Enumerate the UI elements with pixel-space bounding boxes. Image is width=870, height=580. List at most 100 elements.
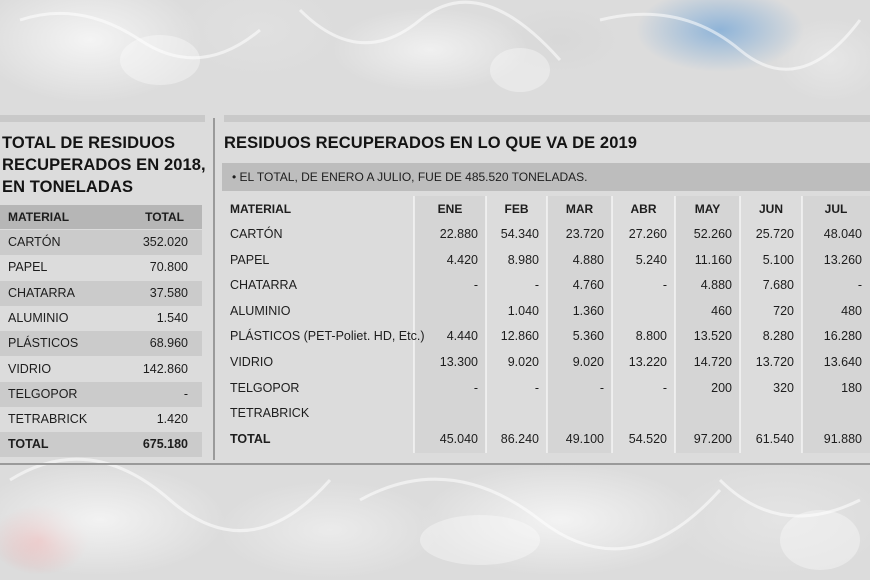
row-month-value: 13.300 — [439, 355, 478, 369]
header-month: MAY — [694, 202, 721, 216]
row-month-value: 12.860 — [500, 329, 539, 344]
row-month-value: - — [662, 278, 667, 293]
row-month-value: 5.100 — [762, 252, 794, 267]
row-month-value: - — [473, 380, 478, 395]
monthly-table-row: TETRABRICK — [222, 401, 870, 427]
row-month-value: 23.720 — [565, 227, 604, 241]
header-month: JUL — [824, 202, 848, 216]
row-month-value: 86.240 — [500, 431, 539, 446]
row-month-value: 200 — [711, 380, 732, 395]
left-row-material: VIDRIO — [8, 361, 52, 376]
column-separator — [674, 196, 676, 453]
left-row-total: 1.420 — [156, 412, 188, 427]
row-month-value — [740, 401, 802, 427]
right-top-rule — [224, 115, 870, 122]
row-month-value: 52.260 — [693, 227, 732, 241]
row-month-value: 14.720 — [693, 355, 732, 369]
row-material: VIDRIO — [230, 355, 274, 369]
left-row-total: 675.180 — [142, 437, 188, 452]
left-row-material: TETRABRICK — [8, 412, 88, 427]
left-table-row: ALUMINIO 1.540 — [0, 306, 202, 331]
row-month-value: - — [534, 380, 539, 395]
left-table-header: MATERIAL TOTAL — [0, 205, 202, 229]
row-material: PAPEL — [230, 252, 270, 267]
monthly-table-header: MATERIAL ENE FEB MAR ABR MAY JUN JUL — [222, 196, 870, 222]
monthly-table-row: VIDRIO 13.300 9.020 9.020 13.220 14.720 13.720… — [222, 350, 870, 376]
row-month-value: 7.680 — [762, 278, 794, 293]
row-month-value: 8.980 — [507, 252, 539, 267]
monthly-table-row: CARTÓN 22.880 54.340 23.720 27.260 52.260 25.7… — [222, 222, 870, 248]
bottom-rule — [0, 463, 870, 465]
row-month-value — [414, 401, 486, 427]
row-month-value: - — [473, 278, 478, 293]
month-column-background — [802, 196, 870, 453]
row-month-value: 54.340 — [500, 227, 539, 241]
row-month-value: 13.520 — [693, 329, 732, 344]
left-table-row: CARTÓN 352.020 — [0, 230, 202, 255]
row-month-value: 13.220 — [628, 355, 667, 369]
header-month: FEB — [504, 202, 529, 216]
month-column-background — [675, 196, 740, 453]
left-header-material: MATERIAL — [8, 210, 70, 224]
row-material: TELGOPOR — [230, 380, 300, 395]
row-month-value: - — [662, 380, 667, 395]
row-month-value: 22.880 — [439, 227, 478, 241]
vertical-divider — [213, 118, 215, 460]
row-month-value — [612, 401, 675, 427]
row-material: ALUMINIO — [230, 303, 291, 318]
row-month-value: 13.640 — [823, 355, 862, 369]
monthly-table-row: PAPEL 4.420 8.980 4.880 5.240 11.160 5.100 13.2… — [222, 248, 870, 274]
column-separator — [611, 196, 613, 453]
left-row-total: 1.540 — [156, 310, 188, 325]
row-month-value: 720 — [773, 303, 794, 318]
row-material: CHATARRA — [230, 278, 297, 293]
left-row-material: TELGOPOR — [8, 386, 78, 401]
left-row-total: 352.020 — [142, 235, 188, 249]
row-material: CARTÓN — [230, 227, 283, 241]
row-month-value — [802, 401, 870, 427]
left-row-material: PLÁSTICOS — [8, 336, 79, 351]
left-row-material: PAPEL — [8, 260, 48, 275]
row-month-value: 1.360 — [572, 303, 604, 318]
row-month-value: 4.880 — [572, 252, 604, 267]
row-month-value: 320 — [773, 380, 794, 395]
header-month: MAR — [565, 202, 594, 216]
row-month-value: 8.800 — [635, 329, 667, 344]
row-month-value: 1.040 — [507, 303, 539, 318]
row-month-value: 4.880 — [700, 278, 732, 293]
row-material: TOTAL — [230, 431, 271, 446]
row-month-value: - — [599, 380, 604, 395]
row-month-value — [486, 401, 547, 427]
row-month-value: 13.260 — [823, 252, 862, 267]
row-month-value: 61.540 — [755, 431, 794, 446]
left-top-rule — [0, 115, 205, 122]
left-row-material: CARTÓN — [8, 235, 61, 249]
column-separator — [546, 196, 548, 453]
column-separator — [739, 196, 741, 453]
monthly-table-row: PLÁSTICOS (PET-Poliet. HD, Etc.) 4.440 12.… — [222, 324, 870, 350]
column-separator — [485, 196, 487, 453]
left-row-total: 68.960 — [149, 336, 188, 351]
row-month-value: 4.760 — [572, 278, 604, 293]
row-month-value: 54.520 — [628, 431, 667, 446]
row-month-value: 13.720 — [755, 355, 794, 369]
row-month-value: 97.200 — [693, 431, 732, 446]
row-material: PLÁSTICOS (PET-Poliet. HD, Etc.) — [230, 329, 425, 344]
row-month-value — [675, 401, 740, 427]
header-month: ABR — [630, 202, 657, 216]
left-row-total: 142.860 — [142, 361, 188, 376]
left-total-row: TOTAL 675.180 — [0, 432, 202, 458]
row-month-value: 480 — [841, 303, 862, 318]
row-month-value — [612, 299, 675, 325]
row-month-value — [547, 401, 612, 427]
row-month-value: 11.160 — [694, 252, 732, 267]
header-material: MATERIAL — [230, 202, 292, 216]
left-table-row: VIDRIO 142.860 — [0, 357, 202, 382]
row-month-value: 8.280 — [762, 329, 794, 344]
column-separator — [801, 196, 803, 453]
left-header-total: TOTAL — [145, 210, 184, 224]
left-row-total: 37.580 — [149, 285, 188, 300]
row-month-value: 49.100 — [565, 431, 604, 446]
monthly-table-row: CHATARRA - - 4.760 - 4.880 7.680 - — [222, 273, 870, 299]
